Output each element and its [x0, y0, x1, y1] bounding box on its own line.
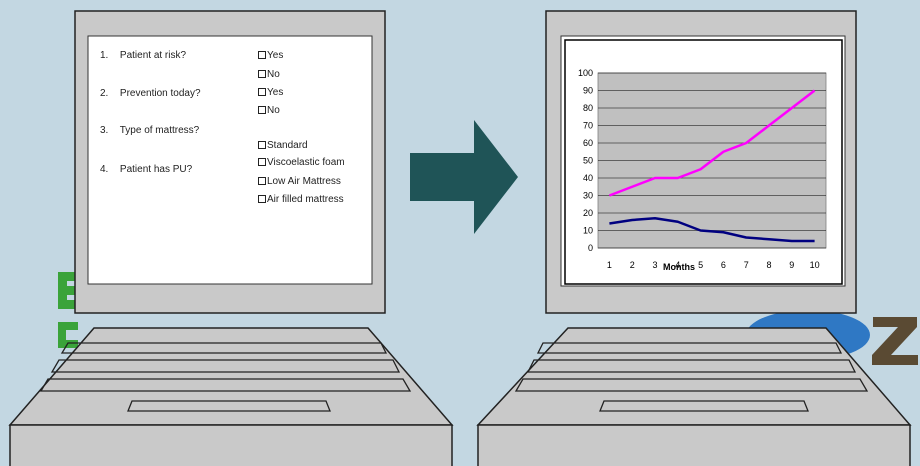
- question-number: 4.: [100, 164, 109, 175]
- question-3: 3. Type of mattress?: [100, 125, 199, 136]
- x-tick-label: 1: [607, 260, 612, 270]
- question-text: Prevention today?: [119, 88, 201, 99]
- option-viscoelastic-foam[interactable]: Viscoelastic foam: [258, 157, 345, 168]
- left-base: [9, 424, 453, 466]
- checkbox-icon[interactable]: [258, 51, 266, 59]
- checkbox-icon[interactable]: [258, 195, 266, 203]
- y-axis-ticks: 0 10 20 30 40 50 60 70 80 90 100: [578, 68, 593, 253]
- x-tick-label: 5: [698, 260, 703, 270]
- option-yes-2[interactable]: Yes: [258, 87, 283, 98]
- x-tick-label: 7: [744, 260, 749, 270]
- question-4: 4. Patient has PU?: [100, 164, 192, 175]
- y-tick-label: 100: [578, 68, 593, 78]
- option-yes-1[interactable]: Yes: [258, 50, 283, 61]
- checkbox-icon[interactable]: [258, 177, 266, 185]
- y-tick-label: 80: [583, 103, 593, 113]
- y-tick-label: 10: [583, 226, 593, 236]
- checkbox-icon[interactable]: [258, 88, 266, 96]
- left-logo-fragment: [58, 272, 80, 348]
- y-tick-label: 90: [583, 86, 593, 96]
- question-text: Patient has PU?: [119, 164, 193, 175]
- question-2: 2. Prevention today?: [100, 88, 201, 99]
- x-tick-label: 8: [766, 260, 771, 270]
- checkbox-icon[interactable]: [258, 141, 266, 149]
- question-text: Type of mattress?: [119, 125, 200, 136]
- option-air-filled-mattress[interactable]: Air filled mattress: [258, 194, 344, 205]
- arrow-icon: [410, 120, 518, 234]
- checkbox-icon[interactable]: [258, 70, 266, 78]
- line-chart: 0 10 20 30 40 50 60 70 80 90 100 1 2 3 4 5 6 7 8 9 10 Month…: [578, 68, 827, 272]
- y-tick-label: 40: [583, 173, 593, 183]
- y-tick-label: 30: [583, 191, 593, 201]
- x-axis-label: Months: [663, 262, 695, 272]
- series-line-2: [609, 217, 815, 243]
- y-tick-label: 50: [583, 156, 593, 166]
- x-tick-label: 9: [789, 260, 794, 270]
- checkbox-icon[interactable]: [258, 158, 266, 166]
- y-tick-label: 0: [588, 243, 593, 253]
- question-number: 1.: [100, 50, 109, 61]
- y-tick-label: 70: [583, 121, 593, 131]
- series-line-1: [608, 89, 816, 197]
- x-tick-label: 6: [721, 260, 726, 270]
- x-tick-label: 2: [630, 260, 635, 270]
- x-tick-label: 3: [652, 260, 657, 270]
- series-lines: [608, 89, 816, 243]
- y-tick-label: 20: [583, 208, 593, 218]
- x-tick-label: 4: [675, 260, 680, 270]
- question-number: 2.: [100, 88, 109, 99]
- checkbox-icon[interactable]: [258, 106, 266, 114]
- option-no-2[interactable]: No: [258, 105, 280, 116]
- option-low-air-mattress[interactable]: Low Air Mattress: [258, 176, 341, 187]
- question-1: 1. Patient at risk?: [100, 50, 186, 61]
- right-base: [477, 424, 911, 466]
- option-no-1[interactable]: No: [258, 69, 280, 80]
- x-tick-label: 10: [810, 260, 820, 270]
- patient-assessment-form: 1. Patient at risk? 2. Prevention today?…: [92, 40, 368, 280]
- question-text: Patient at risk?: [119, 50, 187, 61]
- x-axis-ticks: 1 2 3 4 5 6 7 8 9 10: [607, 260, 820, 270]
- option-standard[interactable]: Standard: [258, 140, 308, 151]
- question-number: 3.: [100, 125, 109, 136]
- y-tick-label: 60: [583, 138, 593, 148]
